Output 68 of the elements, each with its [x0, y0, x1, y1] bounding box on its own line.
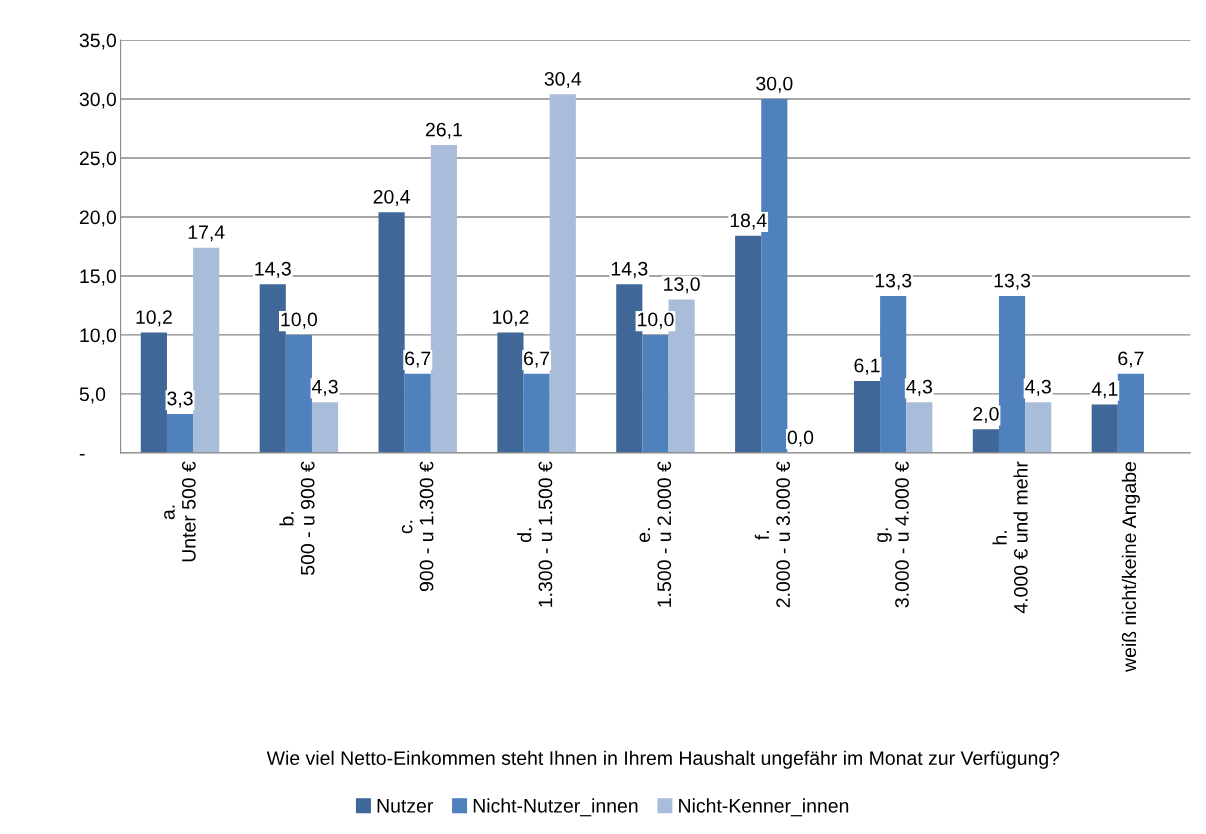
data-label: 4,3: [906, 379, 932, 396]
bar: [880, 295, 907, 453]
x-tick-label: b. 500 - u 900 €: [279, 461, 315, 575]
y-tick-label: 25,0: [79, 151, 117, 168]
data-label: 30,4: [544, 71, 582, 89]
bar: [378, 212, 405, 453]
bar: [1117, 373, 1144, 453]
data-label: 4,3: [311, 379, 338, 396]
bar: [166, 413, 194, 453]
data-label: 4,1: [1091, 382, 1118, 399]
x-tick-label: c. 900 - u 1.300 €: [401, 461, 434, 592]
data-label: 10,2: [493, 310, 529, 327]
y-tick-label: 30,0: [79, 92, 117, 109]
bar: [311, 402, 339, 453]
data-label: 4,3: [1025, 379, 1051, 396]
legend-label: Nicht-Nutzer_innen: [473, 798, 638, 817]
y-tick-label: 5,0: [79, 387, 106, 404]
data-label: 6,7: [405, 351, 431, 368]
y-tick-label: 20,0: [79, 210, 117, 227]
bar: [430, 145, 457, 453]
y-tick-label: 15,0: [80, 269, 117, 286]
data-label: 10,0: [281, 312, 318, 329]
legend-label: Nicht-Kenner_innen: [679, 798, 849, 817]
y-tick-label: -: [79, 453, 85, 456]
data-label: 13,0: [664, 277, 700, 294]
bar: [140, 332, 167, 453]
data-label: 10,0: [638, 312, 674, 329]
data-label: 20,4: [373, 189, 410, 206]
data-label: 30,0: [756, 76, 793, 93]
y-tick-label: 10,0: [80, 328, 117, 345]
bar: [404, 373, 431, 453]
y-tick-label: 35,0: [79, 33, 117, 50]
x-tick-label: g. 3.000 - u 4.000 €: [877, 461, 909, 608]
data-label: 13,3: [994, 273, 1031, 290]
bar: [549, 94, 576, 453]
data-label: 2,0: [973, 406, 999, 424]
bar: [523, 373, 550, 453]
data-label: 14,3: [611, 261, 648, 278]
data-label: 6,1: [854, 358, 880, 375]
x-tick-label: h. 4.000 € und mehr: [992, 461, 1028, 614]
data-label: 26,1: [425, 122, 462, 139]
data-label: 3,3: [167, 391, 193, 408]
bar: [497, 332, 524, 453]
x-tick-label: weiß nicht/keine Angabe: [1121, 462, 1140, 672]
bar: [853, 380, 881, 453]
data-label: 17,4: [188, 225, 225, 242]
bar: [972, 429, 999, 453]
bar: [998, 295, 1026, 453]
bar: [1025, 402, 1052, 453]
x-tick-label: e. 1.500 - u 2.000 €: [639, 461, 672, 607]
bar: [285, 334, 312, 453]
data-label: 10,2: [136, 310, 172, 327]
data-label: 13,3: [875, 273, 912, 290]
data-label: 6,7: [524, 351, 550, 368]
x-axis-title: Wie viel Netto-Einkommen steht Ihnen in Ihrem Haushalt ungefähr im Monat zur Verfügung?: [266, 750, 1060, 769]
bar: [735, 235, 762, 453]
legend-label: Nutzer: [377, 799, 434, 813]
x-tick-label: a. Unter 500 €: [164, 461, 196, 562]
bar: [642, 334, 669, 453]
data-label: 0,0: [787, 430, 814, 447]
data-label: 18,4: [730, 213, 767, 230]
x-tick-label: f. 2.000 - u 3.000 €: [754, 461, 791, 608]
x-tick-label: d. 1.300 - u 1.500 €: [517, 461, 553, 607]
data-label: 6,7: [1118, 351, 1144, 368]
bar: [193, 247, 220, 453]
data-label: 14,3: [255, 261, 291, 278]
bar: [1091, 404, 1118, 453]
bar: [906, 402, 933, 453]
